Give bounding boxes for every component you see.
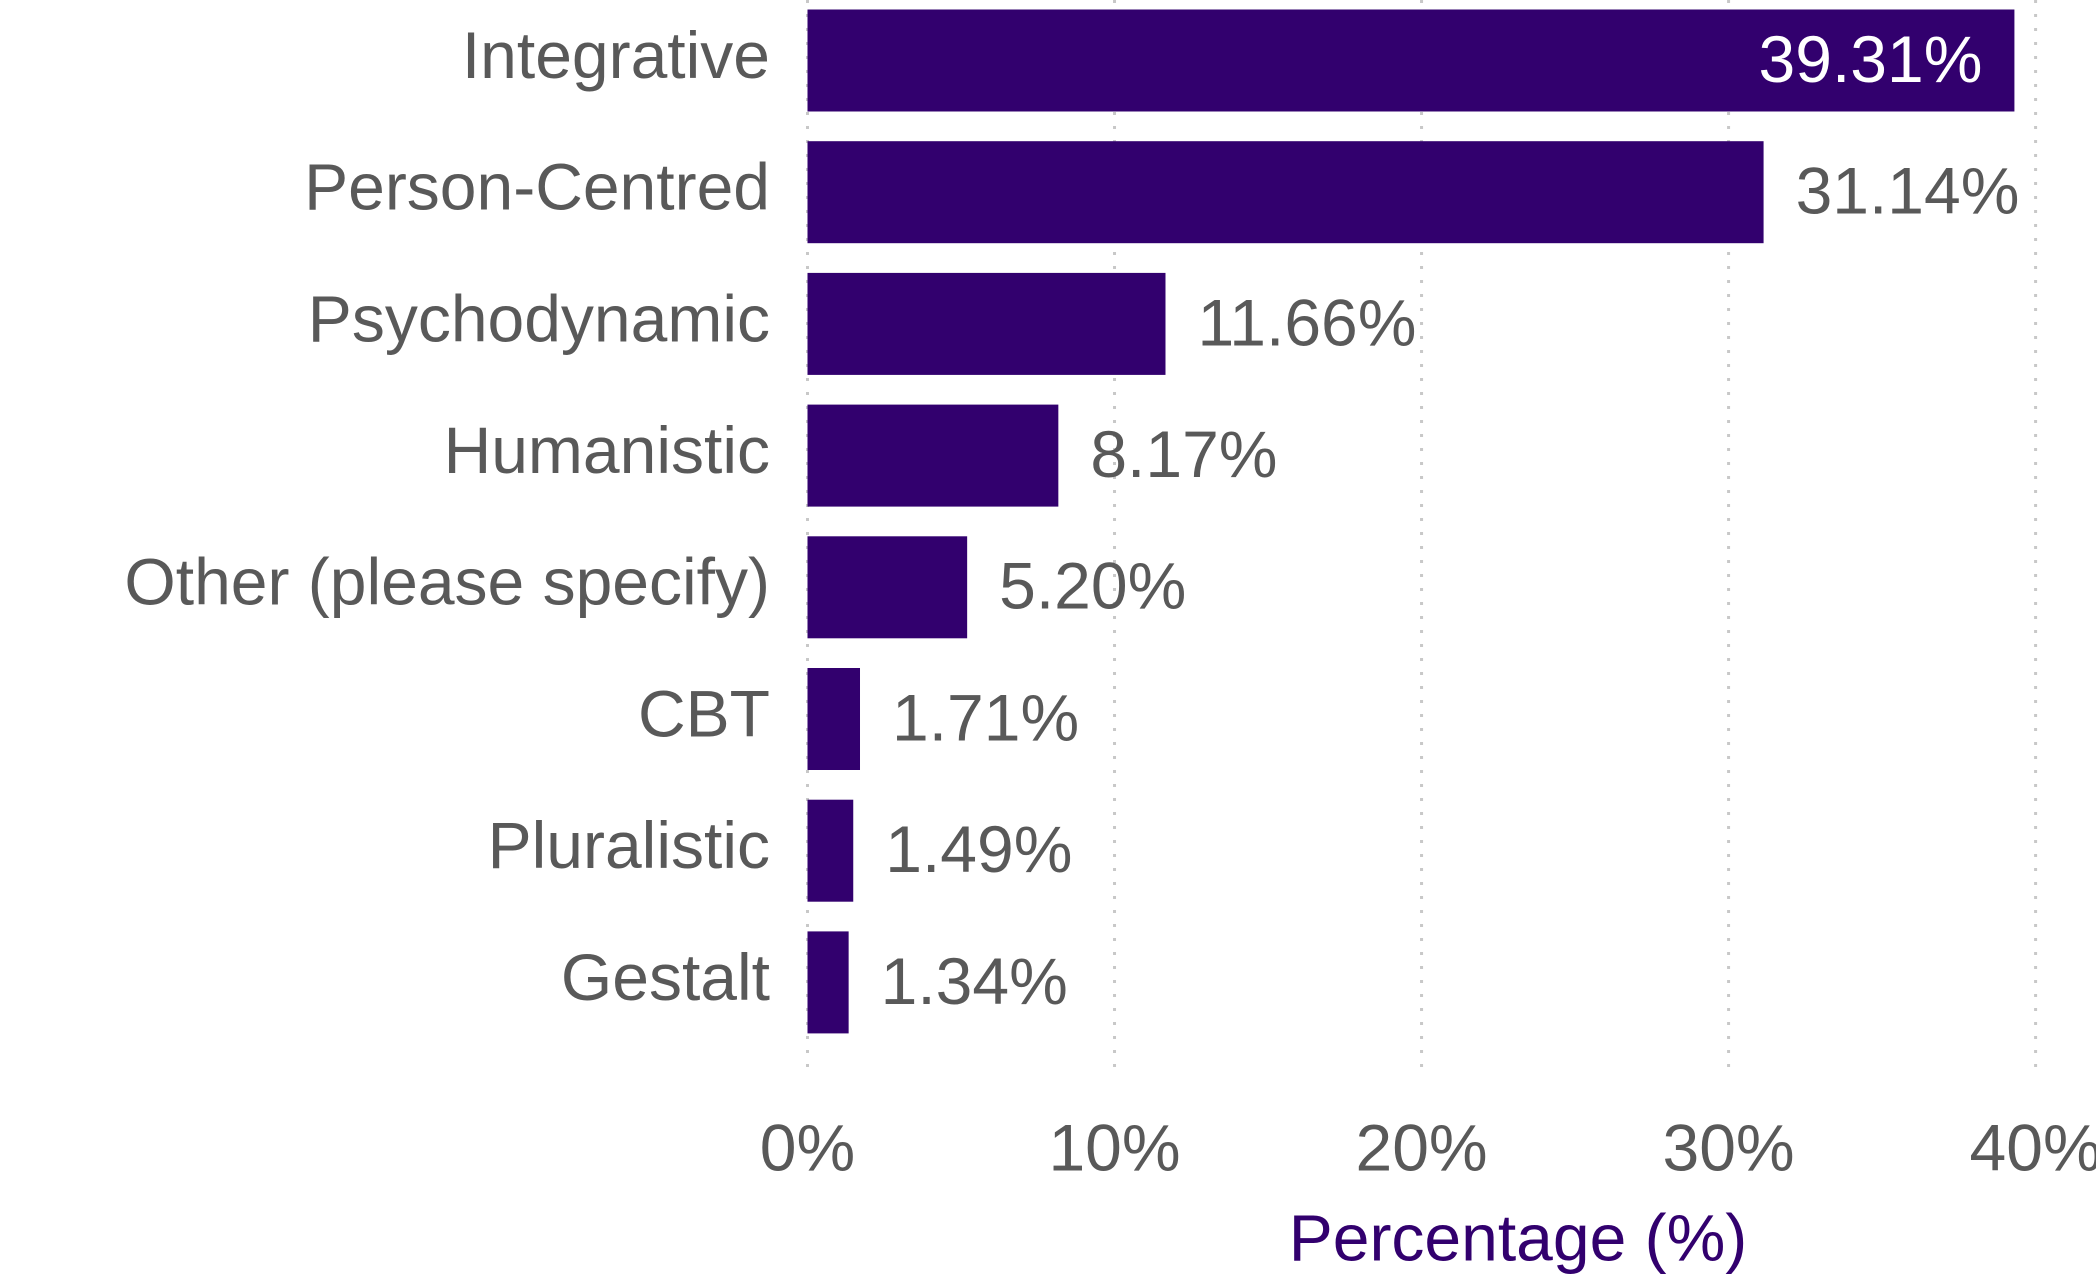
- bar: [807, 536, 968, 639]
- bar: [807, 141, 1764, 244]
- data-label: 1.49%: [885, 812, 1072, 886]
- data-label: 5.20%: [999, 549, 1186, 623]
- bar: [807, 404, 1059, 507]
- x-tick-label: 40%: [1970, 1110, 2096, 1184]
- data-label: 8.17%: [1090, 417, 1277, 491]
- data-label: 39.31%: [1759, 22, 1983, 96]
- x-tick-label: 30%: [1663, 1110, 1795, 1184]
- data-label: 31.14%: [1796, 154, 2020, 228]
- y-tick-label: Other (please specify): [124, 545, 770, 619]
- bar: [807, 931, 849, 1034]
- x-tick-label: 20%: [1355, 1110, 1487, 1184]
- bar: [807, 9, 2015, 112]
- data-label: 1.71%: [892, 680, 1079, 754]
- data-label: 1.34%: [881, 944, 1068, 1018]
- y-tick-label: Integrative: [462, 18, 770, 92]
- bar: [807, 272, 1166, 375]
- y-tick-label: Person-Centred: [304, 150, 770, 224]
- x-axis-label: Percentage (%): [1289, 1200, 1748, 1274]
- y-tick-label: Pluralistic: [488, 808, 770, 882]
- x-tick-label: 0%: [760, 1110, 855, 1184]
- y-tick-label: Gestalt: [561, 940, 770, 1014]
- y-tick-label: Humanistic: [444, 413, 770, 487]
- y-tick-label: CBT: [638, 676, 770, 750]
- data-label: 11.66%: [1197, 285, 1416, 359]
- x-tick-label: 10%: [1048, 1110, 1180, 1184]
- bar: [807, 799, 854, 902]
- y-tick-label: Psychodynamic: [308, 281, 770, 355]
- bar: [807, 668, 861, 770]
